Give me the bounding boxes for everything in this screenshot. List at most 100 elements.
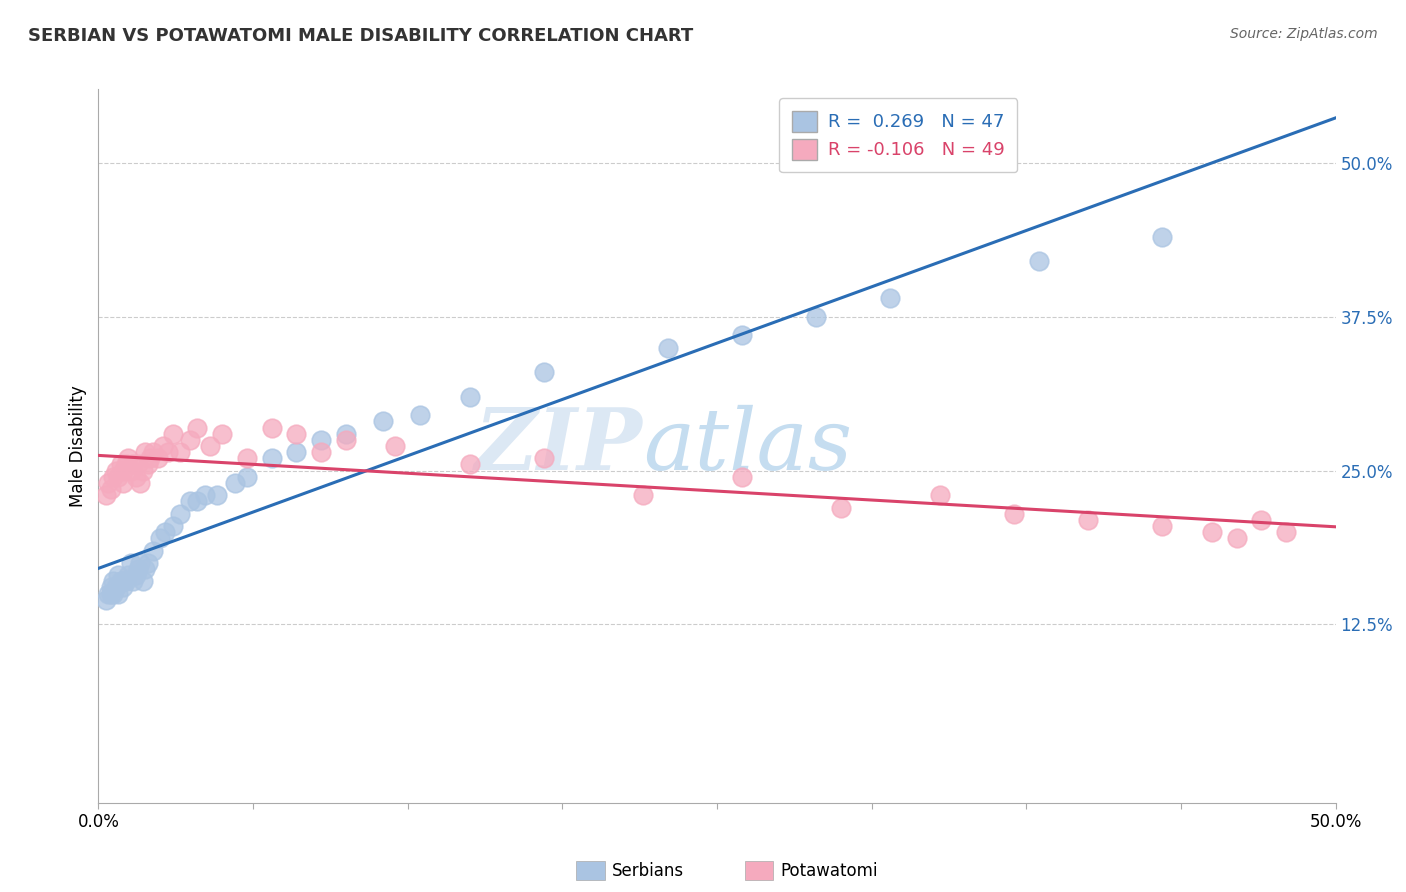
Point [103,587,125,601]
Point [112,475,135,490]
Point [94,488,117,502]
Point [152,439,174,453]
Point [1152,519,1174,533]
Point [127,458,149,472]
Point [103,469,125,483]
Point [97,587,120,601]
Point [94,592,117,607]
Point [186,494,208,508]
Text: Serbians: Serbians [612,862,683,880]
Point [107,469,129,483]
Point [100,587,122,601]
Point [129,556,152,570]
Point [1077,513,1099,527]
Point [132,464,155,478]
Point [309,445,332,459]
Point [458,390,481,404]
Point [1201,525,1223,540]
Point [211,426,233,441]
Point [112,581,135,595]
Point [1152,230,1174,244]
Point [198,439,221,453]
Point [169,445,191,459]
Point [1250,513,1272,527]
Point [186,420,208,434]
Point [136,458,159,472]
Y-axis label: Male Disability: Male Disability [69,385,87,507]
Point [97,475,120,490]
Point [631,488,654,502]
Point [114,574,136,589]
Text: ZIP: ZIP [475,404,643,488]
Point [162,426,184,441]
Point [132,574,155,589]
Point [285,445,308,459]
Point [120,464,142,478]
Point [335,433,357,447]
Point [142,543,165,558]
Point [114,458,136,472]
Point [134,445,156,459]
Point [112,464,135,478]
Point [129,475,152,490]
Point [804,310,827,324]
Point [104,581,127,595]
Point [100,581,122,595]
Point [110,458,132,472]
Point [236,451,259,466]
Point [731,469,754,483]
Point [371,414,394,428]
Point [1028,254,1050,268]
Point [156,445,179,459]
Point [155,525,177,540]
Point [110,574,132,589]
Text: Source: ZipAtlas.com: Source: ZipAtlas.com [1230,27,1378,41]
Point [260,451,283,466]
Point [409,409,432,423]
Point [879,291,901,305]
Point [260,420,283,434]
Point [162,519,184,533]
Point [1275,525,1298,540]
Point [731,328,754,343]
Point [103,574,125,589]
Point [136,556,159,570]
Point [309,433,332,447]
Point [112,574,135,589]
Point [142,445,165,459]
Point [146,451,169,466]
Point [179,494,201,508]
Point [224,475,246,490]
Legend: R =  0.269   N = 47, R = -0.106   N = 49: R = 0.269 N = 47, R = -0.106 N = 49 [779,98,1018,172]
Point [384,439,406,453]
Text: SERBIAN VS POTAWATOMI MALE DISABILITY CORRELATION CHART: SERBIAN VS POTAWATOMI MALE DISABILITY CO… [28,27,693,45]
Point [657,341,679,355]
Point [124,568,146,582]
Point [100,482,122,496]
Point [285,426,308,441]
Point [533,451,555,466]
Point [194,488,217,502]
Point [236,469,259,483]
Text: Potawatomi: Potawatomi [780,862,877,880]
Text: atlas: atlas [643,405,852,487]
Point [1226,531,1249,545]
Point [830,500,852,515]
Point [107,587,129,601]
Point [122,458,145,472]
Point [335,426,357,441]
Point [107,568,129,582]
Point [928,488,950,502]
Point [139,451,162,466]
Point [458,458,481,472]
Point [127,562,149,576]
Point [134,562,156,576]
Point [149,531,172,545]
Point [179,433,201,447]
Point [120,556,142,570]
Point [117,568,139,582]
Point [104,464,127,478]
Point [1002,507,1025,521]
Point [533,365,555,379]
Point [205,488,228,502]
